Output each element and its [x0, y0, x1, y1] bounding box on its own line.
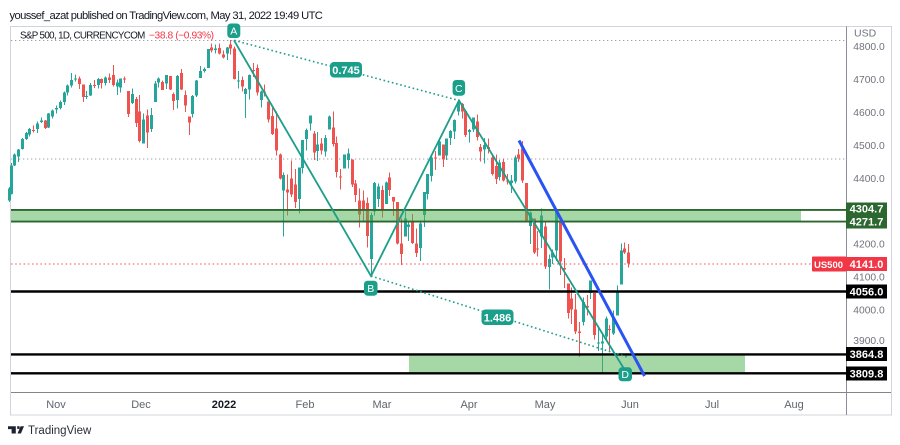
svg-text:Jul: Jul	[705, 399, 719, 411]
svg-text:S&P 500, 1D, CURRENCYCOM: S&P 500, 1D, CURRENCYCOM	[20, 31, 145, 42]
svg-text:4200.0: 4200.0	[853, 240, 885, 251]
svg-text:0.745: 0.745	[332, 65, 360, 77]
svg-text:Feb: Feb	[296, 399, 315, 411]
svg-text:TradingView: TradingView	[28, 425, 92, 437]
svg-text:C: C	[455, 83, 463, 95]
svg-text:4056.0: 4056.0	[850, 287, 884, 299]
svg-text:4700.0: 4700.0	[853, 75, 885, 86]
svg-text:4800.0: 4800.0	[853, 42, 885, 53]
svg-text:2022: 2022	[212, 399, 236, 411]
svg-text:4141.0: 4141.0	[850, 259, 884, 271]
svg-text:−38.8 (−0.93%): −38.8 (−0.93%)	[149, 31, 214, 42]
svg-text:1.486: 1.486	[484, 313, 512, 325]
svg-text:Nov: Nov	[46, 399, 66, 411]
svg-text:May: May	[535, 399, 556, 411]
svg-text:4500.0: 4500.0	[853, 141, 885, 152]
svg-text:4600.0: 4600.0	[853, 108, 885, 119]
svg-text:4304.7: 4304.7	[850, 204, 884, 216]
svg-text:Aug: Aug	[784, 399, 804, 411]
svg-text:Mar: Mar	[373, 399, 392, 411]
svg-text:B: B	[367, 283, 374, 295]
svg-text:4000.0: 4000.0	[853, 306, 885, 317]
svg-text:USD: USD	[854, 28, 877, 40]
svg-text:4400.0: 4400.0	[853, 174, 885, 185]
svg-text:Apr: Apr	[460, 399, 477, 411]
svg-text:4100.0: 4100.0	[853, 273, 885, 284]
svg-text:4271.7: 4271.7	[850, 217, 884, 229]
svg-text:D: D	[621, 369, 629, 381]
svg-text:3809.8: 3809.8	[850, 369, 884, 381]
svg-text:US500: US500	[814, 260, 843, 271]
svg-text:Jun: Jun	[621, 399, 639, 411]
svg-text:A: A	[230, 26, 237, 38]
svg-text:youssef_azat published on Trad: youssef_azat published on TradingView.co…	[10, 10, 323, 22]
svg-text:Dec: Dec	[131, 399, 151, 411]
svg-text:3864.8: 3864.8	[850, 349, 884, 361]
svg-text:3900.0: 3900.0	[853, 336, 885, 347]
